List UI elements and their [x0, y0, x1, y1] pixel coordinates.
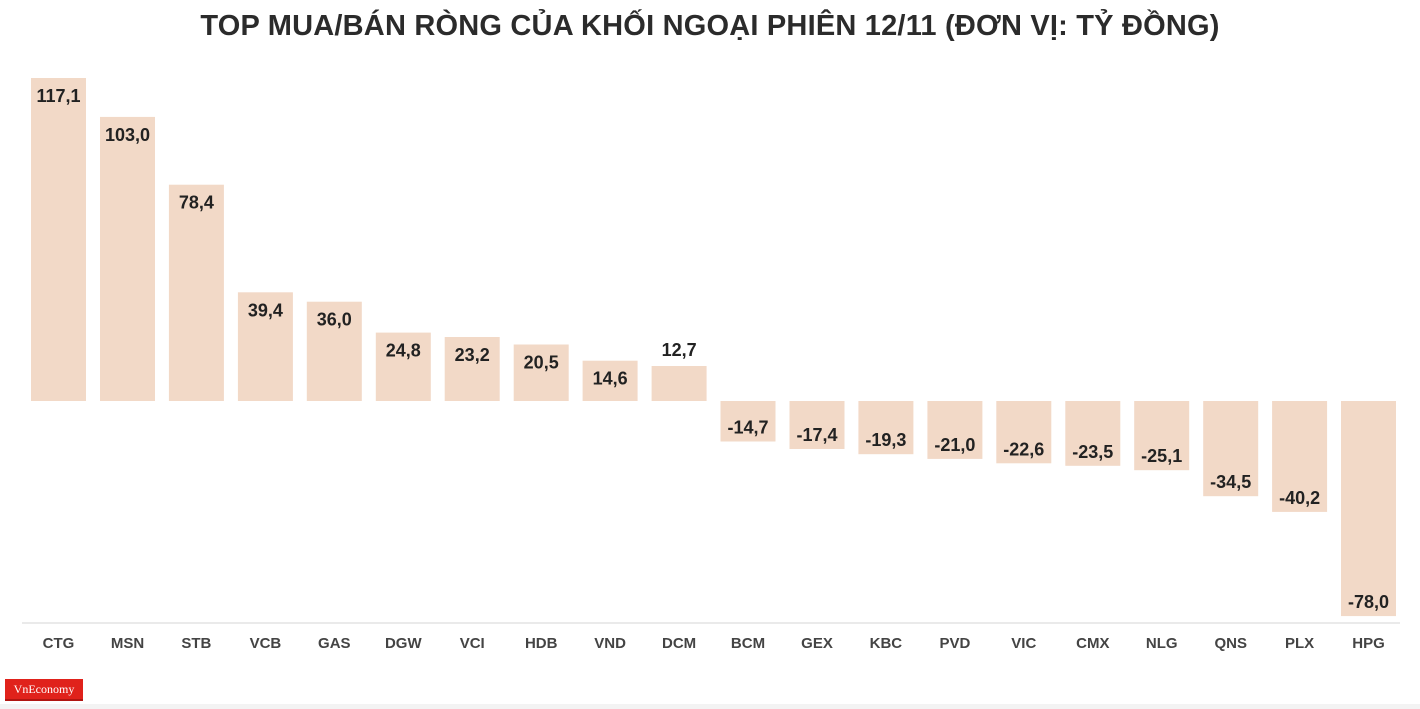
- bar-cmx: [1065, 401, 1121, 466]
- value-label-nlg: -25,1: [1141, 446, 1182, 466]
- x-tick-label-gas: GAS: [318, 635, 351, 652]
- bar-vic: [996, 401, 1052, 464]
- bar-vcb: [237, 292, 293, 401]
- value-label-gas: 36,0: [317, 310, 352, 330]
- value-label-gex: -17,4: [796, 425, 837, 445]
- bar-bcm: [720, 401, 776, 442]
- value-label-msn: 103,0: [105, 125, 150, 145]
- value-label-pvd: -21,0: [934, 435, 975, 455]
- bar-nlg: [1134, 401, 1190, 471]
- value-label-ctg: 117,1: [36, 86, 80, 106]
- value-label-cmx: -23,5: [1072, 442, 1113, 462]
- bar-dcm: [651, 366, 707, 401]
- bar-hpg: [1341, 401, 1396, 617]
- x-tick-label-nlg: NLG: [1146, 635, 1178, 652]
- bar-vnd: [582, 360, 638, 401]
- value-label-bcm: -14,7: [727, 418, 768, 438]
- x-tick-label-cmx: CMX: [1076, 635, 1109, 652]
- x-tick-label-vic: VIC: [1011, 635, 1036, 652]
- x-tick-label-stb: STB: [181, 635, 211, 652]
- value-label-hdb: 20,5: [524, 353, 559, 373]
- bar-gex: [789, 401, 845, 449]
- x-tick-label-gex: GEX: [801, 635, 833, 652]
- value-label-vic: -22,6: [1003, 439, 1044, 459]
- value-label-hpg: -78,0: [1348, 592, 1389, 612]
- x-tick-label-dgw: DGW: [385, 635, 423, 652]
- value-label-vnd: 14,6: [593, 369, 628, 389]
- x-tick-label-dcm: DCM: [662, 635, 696, 652]
- x-tick-label-hdb: HDB: [525, 635, 558, 652]
- value-label-vcb: 39,4: [248, 300, 283, 320]
- bar-plx: [1272, 401, 1328, 512]
- value-label-qns: -34,5: [1210, 472, 1251, 492]
- chart-title: TOP MUA/BÁN RÒNG CỦA KHỐI NGOẠI PHIÊN 12…: [200, 10, 1220, 42]
- x-tick-label-ctg: CTG: [43, 635, 75, 652]
- x-tick-label-kbc: KBC: [870, 635, 903, 652]
- bar-hdb: [513, 344, 569, 401]
- x-tick-label-vcb: VCB: [250, 635, 282, 652]
- bar-qns: [1203, 401, 1259, 497]
- x-tick-label-msn: MSN: [111, 635, 144, 652]
- bar-kbc: [858, 401, 914, 455]
- bar-gas: [306, 301, 362, 401]
- bar-msn: [100, 116, 155, 402]
- value-label-vci: 23,2: [455, 345, 490, 365]
- x-tick-label-hpg: HPG: [1352, 635, 1385, 652]
- value-label-kbc: -19,3: [865, 430, 906, 450]
- x-tick-label-bcm: BCM: [731, 635, 765, 652]
- bar-pvd: [927, 401, 983, 459]
- bar-vci: [444, 337, 500, 401]
- x-tick-label-vci: VCI: [460, 635, 485, 652]
- value-label-stb: 78,4: [179, 193, 214, 213]
- bar-stb: [168, 184, 224, 401]
- bar-ctg: [31, 78, 86, 401]
- value-label-dcm: 12,7: [662, 340, 697, 360]
- x-tick-label-plx: PLX: [1285, 635, 1314, 652]
- value-label-dgw: 24,8: [386, 341, 421, 361]
- x-tick-label-vnd: VND: [594, 635, 626, 652]
- bar-dgw: [375, 332, 431, 401]
- footer-strip: [0, 704, 1420, 709]
- vneconomy-logo: VnEconomy: [5, 679, 83, 701]
- x-tick-label-pvd: PVD: [939, 635, 970, 652]
- x-tick-label-qns: QNS: [1214, 635, 1247, 652]
- value-label-plx: -40,2: [1279, 488, 1320, 508]
